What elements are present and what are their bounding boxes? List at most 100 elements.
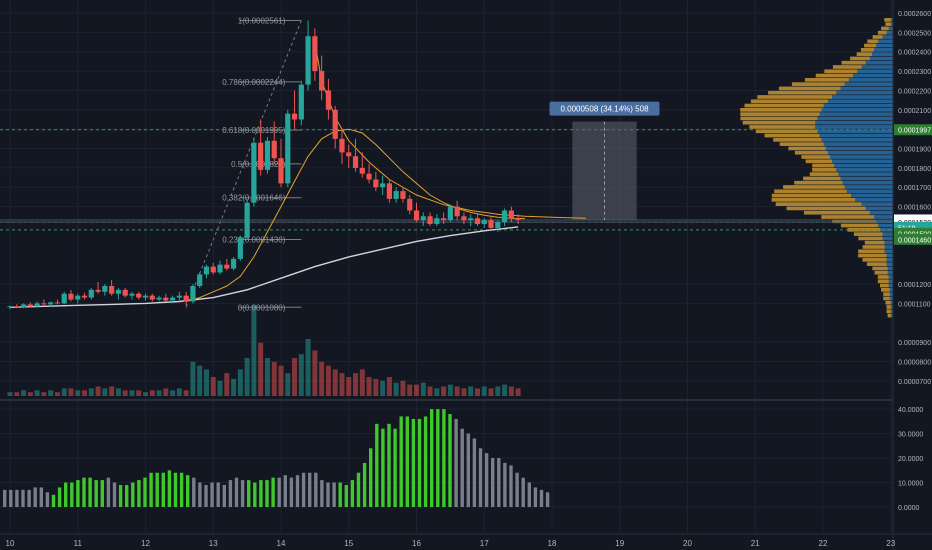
volume-profile-bar-orange: [783, 185, 845, 189]
oscillator-bar: [228, 480, 233, 507]
oscillator-bar: [70, 482, 74, 507]
volume-bar: [312, 350, 318, 396]
volume-profile-bar-orange: [812, 163, 835, 168]
oscillator-bar: [125, 484, 129, 507]
volume-profile-bar-orange: [812, 168, 837, 172]
candle-body: [359, 167, 365, 174]
candle-body: [366, 173, 372, 180]
price-axis-label: 0.0000900: [898, 340, 931, 347]
volume-profile-bar-blue: [878, 223, 893, 228]
oscillator-bar: [369, 448, 373, 507]
candle-body: [244, 202, 250, 238]
candle-body: [27, 304, 33, 307]
volume-bar: [34, 390, 40, 396]
volume-profile-bar-orange: [794, 150, 828, 155]
candle-body: [407, 198, 413, 211]
volume-profile-bar-blue: [882, 35, 893, 39]
volume-profile-bar-blue: [846, 189, 893, 194]
oscillator-bar: [173, 472, 178, 507]
candle-body: [393, 191, 399, 199]
volume-profile-bar-orange: [778, 86, 841, 91]
volume-profile-bar-orange: [794, 180, 843, 185]
volume-bar: [224, 373, 230, 396]
volume-profile-bar-orange: [803, 176, 841, 181]
candle-body: [325, 90, 332, 110]
volume-bar: [231, 378, 237, 396]
volume-profile-bar-blue: [886, 253, 893, 258]
oscillator-bar: [539, 489, 544, 507]
volume-bar: [292, 358, 298, 396]
candle-body: [176, 295, 182, 298]
candle-body: [230, 258, 237, 269]
candle-body: [427, 216, 433, 225]
oscillator-bar: [387, 423, 391, 507]
candle-body: [217, 264, 223, 273]
candle-body: [413, 210, 420, 221]
oscillator-bar: [326, 482, 330, 507]
oscillator-bar: [94, 480, 98, 507]
candle-body: [14, 306, 20, 308]
volume-profile-bar-orange: [884, 18, 891, 22]
volume-profile-bar-blue: [884, 245, 893, 249]
oscillator-bar: [338, 482, 342, 507]
volume-bar: [14, 392, 20, 396]
candle-body: [264, 140, 271, 170]
oscillator-bar: [15, 489, 19, 507]
volume-bar: [115, 388, 121, 396]
volume-profile-bar-blue: [886, 262, 893, 266]
candle-body: [224, 264, 230, 269]
oscillator-bar: [484, 453, 489, 507]
volume-profile-bar-orange: [885, 22, 891, 26]
oscillator-bar: [271, 477, 275, 507]
volume-bar: [183, 390, 189, 396]
volume-profile-bar-orange: [757, 95, 833, 99]
oscillator-bar: [149, 472, 153, 507]
oscillator-bar: [161, 472, 165, 507]
oscillator-bar: [399, 416, 403, 507]
volume-profile-bar-blue: [851, 193, 893, 198]
volume-profile-bar-blue: [876, 219, 893, 224]
candle-body: [501, 210, 508, 223]
oscillator-bar: [106, 477, 111, 507]
oscillator-bar: [247, 480, 251, 507]
volume-bar: [474, 388, 480, 396]
candle-body: [237, 237, 243, 259]
oscillator-bar: [179, 472, 184, 507]
candle-body: [468, 218, 474, 221]
volume-bar: [285, 373, 291, 396]
volume-bar: [217, 380, 223, 396]
candle-body: [434, 218, 440, 225]
oscillator-bar: [222, 484, 226, 507]
volume-profile-bar-blue: [836, 168, 893, 172]
candle-body: [447, 206, 453, 221]
oscillator-bar: [417, 418, 422, 507]
volume-profile-bar-orange: [740, 116, 818, 121]
volume-bar: [27, 392, 33, 396]
volume-profile-bar-blue: [884, 240, 893, 245]
volume-profile-bar-blue: [848, 78, 893, 82]
candle-body: [95, 289, 101, 292]
volume-profile-bar-orange: [874, 270, 888, 275]
price-badge-label: 0.0001460: [898, 237, 931, 244]
volume-profile-bar-blue: [840, 86, 893, 91]
price-axis-label: 0.0002500: [898, 30, 931, 37]
volume-profile-bar-orange: [887, 313, 891, 318]
volume-profile-bar-orange: [850, 56, 870, 61]
volume-profile-bar-blue: [832, 95, 893, 99]
volume-bar: [278, 365, 284, 396]
candle-body: [190, 285, 196, 302]
candle-body: [109, 285, 115, 294]
volume-profile-bar-blue: [869, 210, 893, 215]
volume-profile-bar-orange: [742, 120, 816, 125]
volume-profile-bar-blue: [890, 22, 893, 26]
volume-profile-bar-blue: [874, 48, 893, 52]
volume-profile-bar-orange: [883, 292, 890, 296]
fib-level-label: 1(0.0002561): [238, 17, 286, 26]
candle-body: [441, 218, 447, 221]
oscillator-bar: [454, 418, 458, 507]
volume-profile-bar-blue: [825, 146, 893, 151]
oscillator-bar: [186, 475, 190, 507]
volume-bar: [75, 390, 81, 396]
